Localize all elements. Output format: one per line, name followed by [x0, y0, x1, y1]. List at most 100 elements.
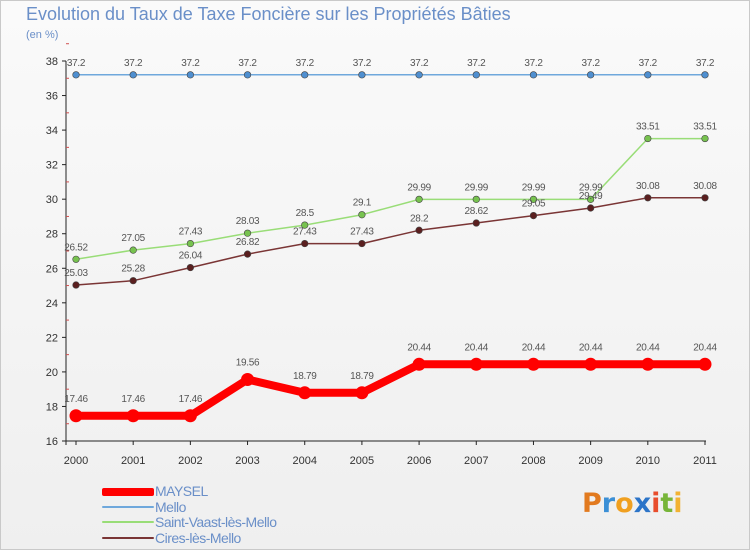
- data-label-cires: 29.05: [522, 199, 546, 210]
- data-point-mello: [243, 71, 252, 79]
- y-tick-label: 16: [46, 436, 58, 448]
- y-tick-label: 18: [46, 401, 58, 413]
- data-point-saint-vaast: [587, 195, 595, 203]
- data-label-mello: 37.2: [467, 58, 486, 69]
- data-point-cires: [587, 204, 595, 212]
- data-point-maysel: [641, 357, 655, 371]
- x-tick-label: 2005: [350, 455, 374, 467]
- data-point-cires: [72, 281, 80, 289]
- data-point-cires: [129, 277, 137, 285]
- data-label-saint-vaast: 29.1: [353, 198, 372, 209]
- data-point-saint-vaast: [644, 134, 652, 143]
- data-point-mello: [472, 71, 480, 79]
- data-point-cires: [701, 194, 709, 202]
- y-tick-label: 30: [46, 194, 58, 206]
- proxiti-logo: Proxiti: [582, 488, 683, 519]
- data-label-cires: 27.43: [293, 227, 317, 238]
- series-line-cires: [75, 197, 705, 286]
- data-point-cires: [415, 226, 423, 234]
- data-point-saint-vaast: [186, 239, 194, 248]
- data-label-cires: 30.08: [636, 181, 660, 192]
- y-tick-label: 26: [46, 263, 58, 275]
- y-tick-label: 36: [46, 91, 58, 103]
- data-label-mello: 37.2: [238, 58, 257, 69]
- data-label-cires: 25.03: [64, 268, 88, 279]
- data-label-saint-vaast: 29.99: [522, 182, 546, 193]
- data-label-maysel: 20.44: [693, 342, 717, 353]
- data-label-maysel: 18.79: [293, 371, 317, 382]
- x-tick-label: 2009: [578, 455, 602, 467]
- data-label-saint-vaast: 29.99: [579, 182, 603, 193]
- data-point-saint-vaast: [415, 195, 423, 203]
- data-label-cires: 26.04: [179, 251, 203, 262]
- data-point-maysel: [183, 409, 197, 423]
- legend-label-mello: Mello: [155, 498, 186, 515]
- x-tick-label: 2002: [178, 455, 202, 467]
- data-label-cires: 27.43: [350, 227, 374, 238]
- x-tick-label: 2011: [693, 455, 717, 467]
- data-label-mello: 37.2: [353, 58, 372, 69]
- data-label-saint-vaast: 26.52: [64, 242, 88, 253]
- data-label-maysel: 17.46: [64, 394, 88, 405]
- data-point-maysel: [469, 357, 483, 371]
- data-label-mello: 37.2: [181, 58, 200, 69]
- data-point-mello: [72, 71, 80, 79]
- data-point-maysel: [412, 357, 426, 371]
- data-label-maysel: 19.56: [236, 358, 260, 369]
- data-point-maysel: [126, 409, 140, 423]
- x-tick-label: 2003: [235, 455, 259, 467]
- data-label-mello: 37.2: [410, 58, 429, 69]
- data-label-mello: 37.2: [582, 58, 601, 69]
- data-point-saint-vaast: [529, 195, 538, 203]
- data-point-maysel: [526, 357, 540, 371]
- data-point-cires: [186, 263, 194, 272]
- data-label-maysel: 17.46: [179, 394, 203, 405]
- data-point-maysel: [584, 357, 598, 371]
- data-label-saint-vaast: 29.99: [465, 182, 489, 193]
- data-label-saint-vaast: 28.5: [296, 208, 315, 219]
- data-label-mello: 37.2: [639, 58, 658, 69]
- data-label-cires: 25.28: [121, 264, 145, 275]
- data-point-cires: [243, 250, 252, 258]
- data-label-cires: 30.08: [693, 181, 717, 192]
- data-point-cires: [472, 219, 480, 227]
- data-label-cires: 29.49: [579, 191, 603, 202]
- data-label-maysel: 20.44: [579, 342, 603, 353]
- legend-swatch-cires: [102, 536, 154, 539]
- x-tick-label: 2001: [121, 455, 145, 467]
- legend-swatch-maysel: [102, 488, 154, 496]
- data-label-saint-vaast: 33.51: [636, 122, 660, 133]
- data-point-cires: [358, 239, 366, 248]
- x-tick-label: 2010: [636, 455, 660, 467]
- logo-letter: i: [673, 488, 683, 519]
- logo-letter: P: [582, 488, 602, 519]
- data-point-saint-vaast: [472, 195, 480, 203]
- x-tick-label: 2007: [464, 455, 488, 467]
- data-point-saint-vaast: [129, 246, 137, 254]
- legend-label-saint-vaast: Saint-Vaast-lès-Mello: [155, 514, 277, 530]
- y-tick-label: 28: [46, 229, 58, 241]
- data-point-mello: [358, 71, 366, 79]
- data-point-maysel: [69, 409, 83, 423]
- data-label-mello: 37.2: [124, 58, 143, 69]
- data-label-mello: 37.2: [696, 58, 715, 69]
- legend-label-maysel: MAYSEL: [155, 483, 208, 499]
- y-tick-label: 38: [46, 56, 58, 68]
- y-tick-label: 24: [46, 298, 58, 310]
- data-point-cires: [644, 194, 652, 202]
- data-label-saint-vaast: 27.05: [121, 233, 145, 244]
- logo-letter: r: [601, 488, 616, 519]
- data-label-maysel: 20.44: [407, 342, 431, 353]
- data-label-mello: 37.2: [524, 58, 543, 69]
- data-point-saint-vaast: [301, 221, 309, 229]
- data-point-mello: [644, 71, 652, 79]
- data-point-maysel: [241, 373, 255, 387]
- data-point-mello: [301, 71, 309, 79]
- y-tick-label: 34: [46, 125, 58, 137]
- data-label-maysel: 17.46: [121, 394, 145, 405]
- x-tick-label: 2004: [292, 455, 316, 467]
- data-point-cires: [301, 239, 309, 248]
- data-label-mello: 37.2: [296, 58, 315, 69]
- data-label-maysel: 18.79: [350, 371, 374, 382]
